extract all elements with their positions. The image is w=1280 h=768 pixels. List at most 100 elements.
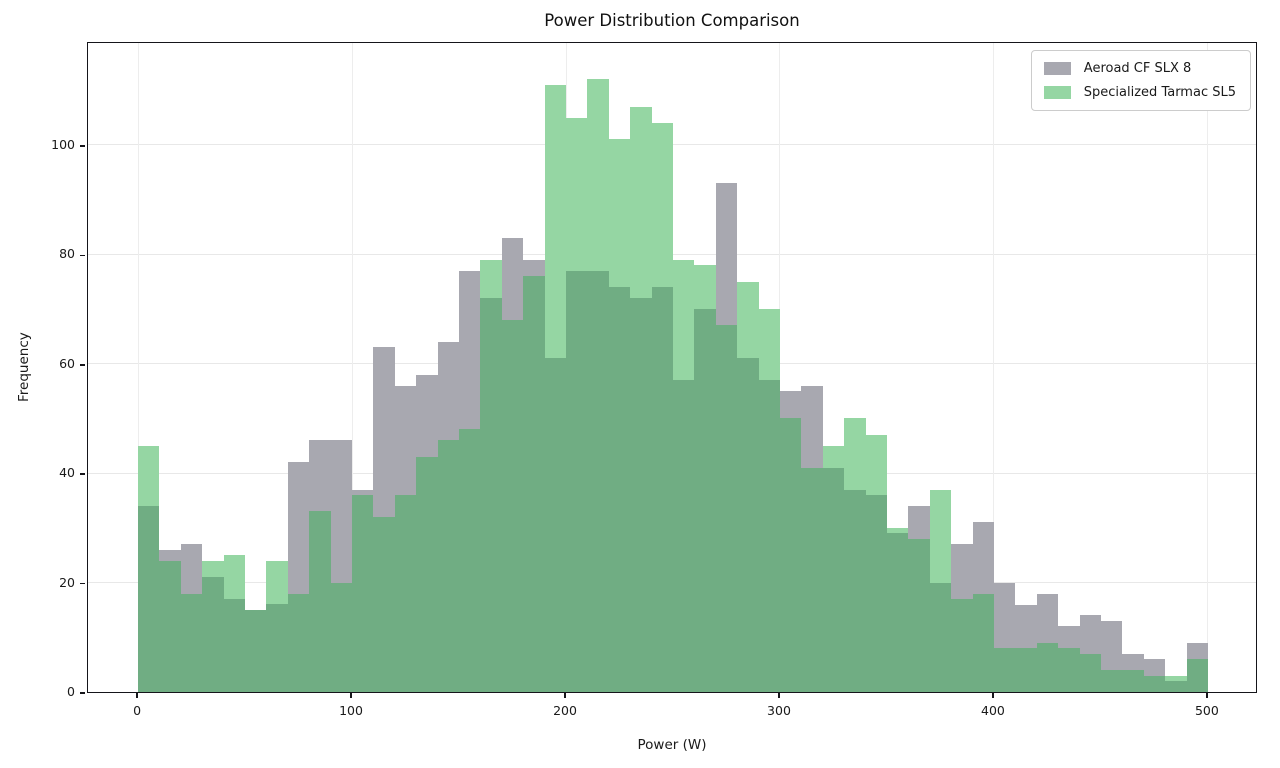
histogram-bin-overlap <box>908 538 930 692</box>
histogram-bin-overlap <box>544 358 566 692</box>
histogram-bin-tarmac <box>202 560 224 578</box>
x-tick-mark <box>992 693 994 698</box>
y-tick-mark <box>80 145 86 147</box>
histogram-bin-overlap <box>480 298 502 692</box>
histogram-bin-tarmac <box>822 445 845 468</box>
histogram-bin-overlap <box>394 495 417 692</box>
histogram-bin-overlap <box>1058 648 1080 692</box>
histogram-bin-tarmac <box>608 139 631 288</box>
histogram-bin-overlap <box>1036 642 1059 692</box>
y-tick-mark <box>80 692 86 694</box>
histogram-bin-tarmac <box>865 434 887 496</box>
histogram-bin-overlap <box>566 270 588 692</box>
histogram-bin-overlap <box>416 456 438 692</box>
histogram-bin-overlap <box>1143 675 1166 692</box>
legend-swatch-tarmac <box>1043 86 1071 99</box>
histogram-bin-aeroad <box>1015 604 1037 649</box>
histogram-bin-tarmac <box>929 489 952 583</box>
histogram-bin-overlap <box>1186 659 1208 692</box>
histogram-bin-aeroad <box>993 582 1016 649</box>
histogram-bin-aeroad <box>180 544 203 594</box>
histogram-bin-tarmac <box>587 79 609 271</box>
histogram-bin-aeroad <box>330 440 353 583</box>
histogram-bin-overlap <box>330 582 353 692</box>
histogram-bin-aeroad <box>416 374 438 457</box>
legend-item-aeroad: Aeroad CF SLX 8 <box>1043 61 1236 76</box>
histogram-bin-aeroad <box>1122 653 1144 671</box>
histogram-bin-tarmac <box>694 265 716 310</box>
histogram-bin-overlap <box>373 516 395 692</box>
histogram-bin-overlap <box>673 380 695 692</box>
histogram-bin-overlap <box>951 599 973 692</box>
y-tick-mark <box>80 473 86 475</box>
legend: Aeroad CF SLX 8 Specialized Tarmac SL5 <box>1030 50 1251 111</box>
histogram-bin-aeroad <box>159 549 181 561</box>
histogram-bin-overlap <box>138 506 160 692</box>
histogram-bin-overlap <box>1015 648 1037 692</box>
y-tick-mark <box>80 582 86 585</box>
histogram-bin-overlap <box>180 593 203 692</box>
vertical-gridline <box>351 43 353 692</box>
y-tick-label: 80 <box>59 246 75 262</box>
x-tick-mark <box>778 693 780 698</box>
histogram-bin-overlap <box>865 495 887 692</box>
y-tick-label: 20 <box>59 574 75 590</box>
histogram-bin-overlap <box>737 358 759 692</box>
vertical-gridline <box>137 43 139 692</box>
histogram-bin-aeroad <box>1186 642 1208 660</box>
y-tick-label: 100 <box>51 136 75 152</box>
chart-title: Power Distribution Comparison <box>544 11 800 30</box>
histogram-bin-aeroad <box>352 489 374 496</box>
histogram-bin-overlap <box>1165 681 1187 692</box>
histogram-bin-overlap <box>801 467 823 692</box>
histogram-bin-aeroad <box>1036 593 1059 643</box>
histogram-bin-overlap <box>437 440 460 692</box>
histogram-bin-tarmac <box>544 84 566 359</box>
y-tick-label: 60 <box>59 355 75 371</box>
histogram-bin-tarmac <box>223 555 246 599</box>
histogram-bin-overlap <box>972 593 994 692</box>
histogram-bin-overlap <box>202 577 224 692</box>
y-tick-label: 0 <box>67 684 75 699</box>
histogram-bin-tarmac <box>1165 675 1187 682</box>
histogram-bin-overlap <box>1122 670 1144 692</box>
x-tick-mark <box>1206 693 1208 698</box>
histogram-bin-overlap <box>630 298 652 692</box>
y-tick-mark <box>80 254 86 257</box>
histogram-bin-aeroad <box>1058 626 1080 649</box>
histogram-bin-tarmac <box>651 123 673 288</box>
histogram-bin-aeroad <box>394 385 417 496</box>
legend-label-aeroad: Aeroad CF SLX 8 <box>1083 61 1192 76</box>
histogram-bin-aeroad <box>801 385 823 468</box>
histogram-bin-overlap <box>523 276 545 692</box>
x-tick-label: 500 <box>1194 703 1219 718</box>
x-tick-mark <box>564 693 566 698</box>
histogram-bin-tarmac <box>566 117 588 271</box>
histogram-bin-overlap <box>779 418 802 692</box>
histogram-bin-tarmac <box>886 527 909 534</box>
histogram-bin-aeroad <box>715 183 738 326</box>
histogram-bin-overlap <box>715 325 738 692</box>
histogram-bin-aeroad <box>972 522 994 594</box>
histogram-bin-aeroad <box>501 237 524 320</box>
histogram-bin-overlap <box>844 489 866 692</box>
histogram-bin-overlap <box>886 533 909 692</box>
histogram-bin-aeroad <box>287 462 310 594</box>
histogram-bin-aeroad <box>908 506 930 539</box>
histogram-bin-overlap <box>309 511 331 692</box>
histogram-bin-aeroad <box>951 544 973 599</box>
legend-label-tarmac: Specialized Tarmac SL5 <box>1083 85 1236 100</box>
x-axis-label: Power (W) <box>637 737 707 753</box>
histogram-bin-overlap <box>651 287 673 692</box>
histogram-bin-overlap <box>1100 670 1123 692</box>
vertical-gridline <box>993 43 995 692</box>
vertical-gridline <box>779 43 781 692</box>
x-tick-label: 400 <box>981 703 1005 718</box>
histogram-bin-aeroad <box>1079 615 1101 654</box>
histogram-bin-overlap <box>266 604 288 692</box>
vertical-gridline <box>1207 43 1209 692</box>
histogram-bin-overlap <box>459 429 481 692</box>
histogram-bin-overlap <box>608 287 631 692</box>
histogram-bin-overlap <box>501 320 524 692</box>
histogram-bin-aeroad <box>1143 659 1166 676</box>
